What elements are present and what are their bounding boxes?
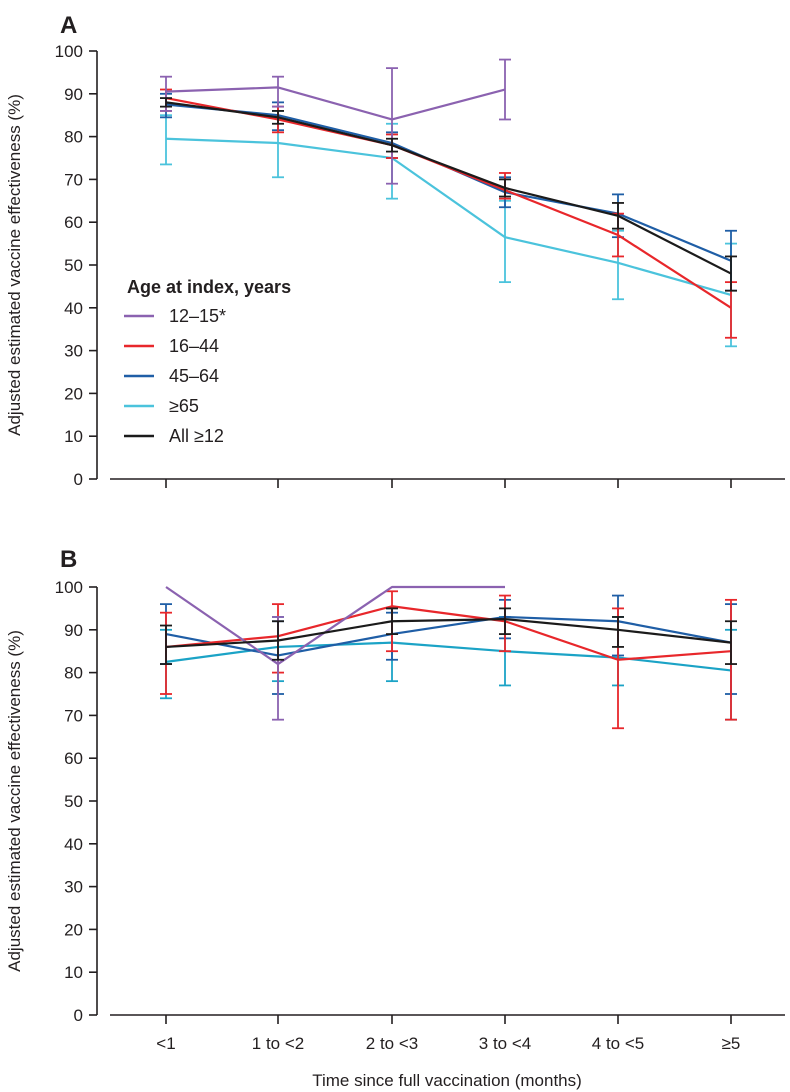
series-line (165, 641, 732, 672)
y-tick-label: 10 (64, 427, 83, 446)
y-tick-label: 60 (64, 213, 83, 232)
series-line (165, 617, 732, 649)
panel-a-label: A (60, 12, 77, 39)
y-tick-label: 30 (64, 878, 83, 897)
series-4564 (160, 594, 737, 695)
y-tick-label: 80 (64, 128, 83, 147)
y-tick-label: 0 (74, 1006, 83, 1025)
y-axis-title: Adjusted estimated vaccine effectiveness… (5, 94, 24, 436)
series-1644 (160, 590, 737, 730)
series-line (165, 101, 732, 275)
y-tick-label: 20 (64, 920, 83, 939)
x-axis-title: Time since full vaccination (months) (312, 1071, 582, 1090)
legend-label: 16–44 (169, 336, 219, 356)
series-4564 (160, 92, 737, 292)
panel-b-label: B (60, 546, 77, 573)
y-tick-label: 40 (64, 835, 83, 854)
series-65 (160, 110, 737, 348)
series-1644 (160, 88, 737, 339)
panel-b-chart: B 0 10 20 30 40 50 60 70 80 90 100 <1 1 to <2 2 to <3 3… (5, 546, 785, 1053)
x-tick-label: 1 to <2 (252, 1034, 304, 1053)
y-tick-label: 70 (64, 706, 83, 725)
x-tick-label: 3 to <4 (479, 1034, 531, 1053)
y-tick-label: 60 (64, 749, 83, 768)
series-line (165, 585, 505, 666)
series-line (165, 103, 732, 262)
series-line (165, 615, 732, 657)
series-line (165, 86, 506, 121)
series-all12 (160, 97, 737, 292)
series-line (165, 605, 732, 661)
y-tick-label: 10 (64, 963, 83, 982)
y-axis-title: Adjusted estimated vaccine effectiveness… (5, 630, 24, 972)
x-tick-label: <1 (156, 1034, 175, 1053)
legend-label: All ≥12 (169, 426, 224, 446)
legend-label: ≥65 (169, 396, 199, 416)
legend-title: Age at index, years (127, 277, 291, 297)
y-tick-label: 70 (64, 170, 83, 189)
y-tick-label: 90 (64, 85, 83, 104)
legend-label: 12–15* (169, 306, 226, 326)
y-tick-label: 50 (64, 792, 83, 811)
y-tick-label: 100 (55, 578, 83, 597)
series-all12 (160, 607, 737, 665)
series-1215 (165, 585, 505, 721)
y-tick-label: 90 (64, 621, 83, 640)
legend-label: 45–64 (169, 366, 219, 386)
y-tick-label: 40 (64, 299, 83, 318)
x-tick-label: 4 to <5 (592, 1034, 644, 1053)
y-tick-label: 30 (64, 342, 83, 361)
y-tick-label: 0 (74, 470, 83, 489)
series-line (165, 137, 732, 297)
x-tick-label: 2 to <3 (366, 1034, 418, 1053)
legend: Age at index, years 12–15* 16–44 45–64 ≥65 Al… (124, 277, 291, 446)
panel-a-chart: A 0 10 20 30 40 50 60 70 80 90 100 Adjusted estimate… (5, 12, 785, 489)
y-tick-label: 100 (55, 42, 83, 61)
y-tick-label: 50 (64, 256, 83, 275)
series-1215 (160, 58, 511, 185)
y-tick-label: 80 (64, 664, 83, 683)
x-tick-label: ≥5 (722, 1034, 741, 1053)
y-tick-label: 20 (64, 384, 83, 403)
